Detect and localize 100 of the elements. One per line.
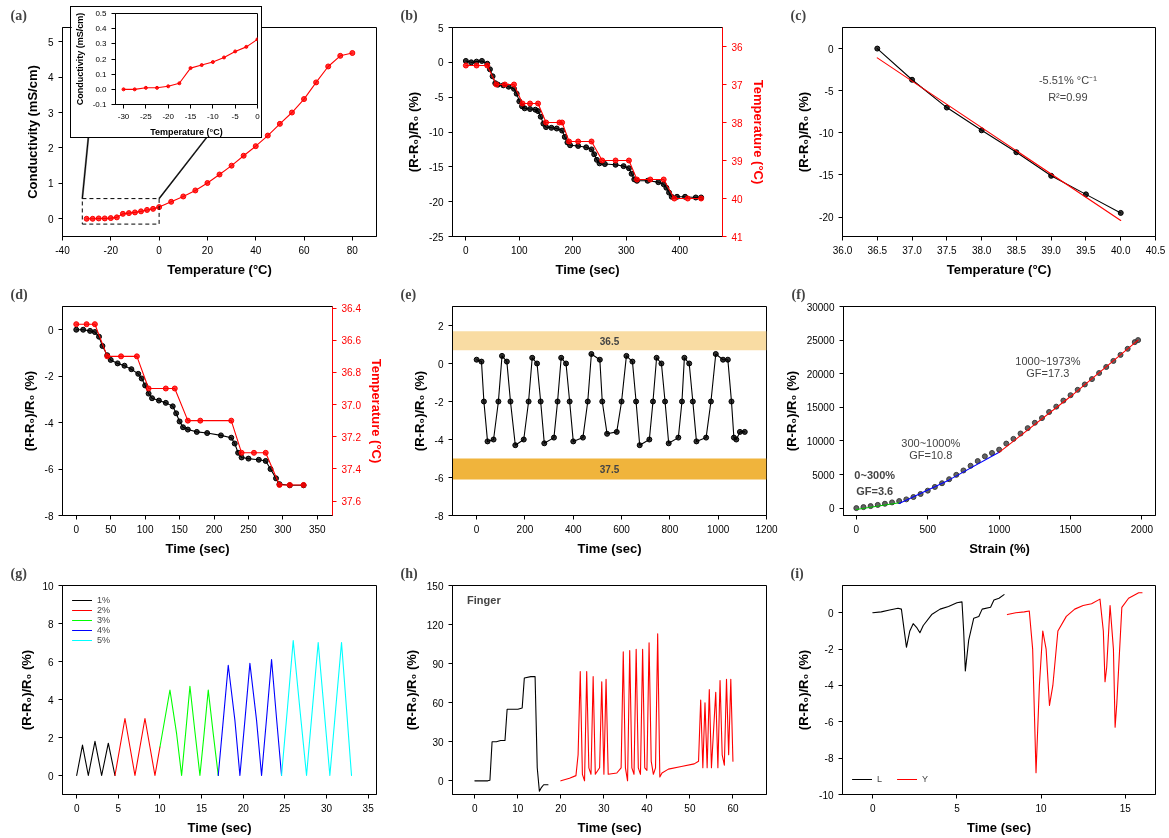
x-tick-label: 0 — [870, 802, 877, 814]
y-tick-label: 0.5 — [95, 9, 108, 18]
y-tick-label: 2 — [437, 320, 444, 332]
annotation: 0~300% — [854, 469, 896, 482]
x-tick-label: 50 — [684, 802, 696, 814]
point — [267, 466, 274, 473]
point — [628, 170, 635, 177]
y-tick-label: 150 — [426, 580, 444, 592]
y-tick-label: -2 — [434, 396, 444, 408]
point — [73, 321, 80, 328]
y2-tick-label: 36.6 — [341, 335, 362, 347]
x-tick-label: 5 — [954, 802, 961, 814]
x-axis-title: Temperature (°C) — [150, 126, 223, 137]
y-tick-label: 1 — [47, 178, 54, 190]
point — [484, 438, 491, 445]
point — [943, 104, 950, 111]
y-tick-label: 0 — [47, 324, 54, 336]
x-axis-title: Time (sec) — [187, 819, 252, 835]
y2-tick-label: 37.6 — [341, 496, 362, 508]
x-tick-label: 0 — [472, 802, 479, 814]
point — [101, 215, 108, 222]
line-series — [217, 659, 283, 777]
point — [665, 440, 672, 447]
y-axis-title: (R-R₀)/R₀ (%) — [19, 649, 35, 731]
y2-tick-label: 38 — [731, 117, 744, 129]
point — [584, 398, 591, 405]
x-tick-label: 2000 — [1130, 523, 1154, 535]
x-axis-title: Time (sec) — [577, 819, 642, 835]
y-axis-title: (R-R₀)/R₀ (%) — [411, 370, 427, 452]
x-tick-label: 500 — [919, 523, 937, 535]
x-axis-title: Strain (%) — [969, 540, 1030, 556]
x-tick-label: 20 — [555, 802, 567, 814]
point — [192, 187, 199, 194]
x-tick-label: 39.5 — [1076, 244, 1097, 256]
point — [80, 326, 87, 333]
x-tick-label: 80 — [346, 244, 359, 256]
chart-title: (h) — [400, 565, 418, 582]
point — [199, 63, 204, 68]
point — [113, 214, 120, 221]
point — [596, 356, 603, 363]
y2-tick-label: 41 — [731, 231, 744, 243]
y-tick-label: 0.2 — [95, 54, 108, 64]
line-series — [1006, 592, 1143, 774]
y-tick-label: 0 — [828, 503, 835, 515]
point — [1003, 440, 1010, 447]
point — [535, 100, 542, 107]
y-tick-label: 10 — [42, 580, 54, 592]
x-tick-label: 20 — [201, 244, 214, 256]
point — [1048, 172, 1055, 179]
point — [507, 398, 514, 405]
x-tick-label: 5 — [115, 802, 122, 814]
point — [262, 449, 269, 456]
line-series — [281, 640, 353, 777]
point — [527, 106, 534, 113]
point — [301, 96, 308, 103]
point — [288, 109, 295, 116]
point — [204, 430, 211, 437]
point — [534, 360, 541, 367]
point — [625, 157, 632, 164]
y-tick-label: 30000 — [806, 301, 835, 313]
y2-tick-label: 37.2 — [341, 431, 362, 443]
point — [625, 165, 632, 172]
point — [720, 356, 727, 363]
x-tick-label: -30 — [117, 111, 130, 121]
point — [510, 81, 517, 88]
x-tick-label: -20 — [103, 244, 119, 256]
y2-tick-label: 37 — [731, 79, 744, 91]
point — [588, 351, 595, 357]
point — [1060, 397, 1067, 404]
y2-tick-label: 36.8 — [341, 367, 362, 379]
point — [255, 456, 262, 463]
point — [620, 163, 627, 170]
x-tick-label: 10 — [512, 802, 524, 814]
x-tick-label: 38.5 — [1006, 244, 1027, 256]
x-tick-label: 400 — [564, 523, 583, 535]
x-axis-title: Temperature (°C) — [946, 261, 1052, 277]
point — [244, 44, 249, 49]
point — [91, 329, 98, 336]
point — [566, 398, 573, 405]
point — [623, 352, 630, 359]
point — [678, 398, 685, 405]
point — [707, 398, 714, 405]
point — [121, 87, 126, 92]
point — [1135, 337, 1142, 344]
point — [874, 501, 881, 508]
x-tick-label: 800 — [661, 523, 679, 535]
point — [554, 398, 561, 405]
y-tick-label: 60 — [432, 697, 444, 709]
x-tick-label: 36.0 — [832, 244, 853, 256]
point — [210, 60, 215, 65]
point — [588, 138, 595, 145]
point — [149, 395, 156, 402]
point — [264, 132, 271, 139]
x-tick-label: 10 — [1035, 802, 1048, 814]
x-tick-label: 60 — [727, 802, 739, 814]
y-axis-title: (R-R₀)/R₀ (%) — [796, 91, 812, 173]
y2-axis-title: Temperature (°C) — [368, 358, 384, 464]
point — [95, 215, 102, 222]
y2-tick-label: 37.4 — [341, 463, 362, 475]
x-tick-label: 1000 — [988, 523, 1011, 535]
